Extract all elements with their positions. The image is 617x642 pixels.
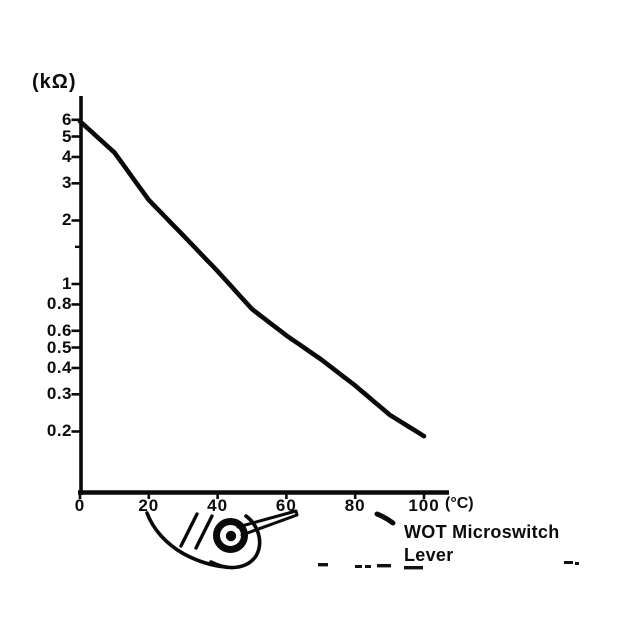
resistance-curve [77, 119, 427, 439]
y-axis-unit-label: (kΩ) [32, 71, 77, 93]
y-tick-label-3: 3 [62, 173, 72, 193]
y-tick-label-0.2: 0.2 [46, 421, 72, 441]
x-tick-label-40: 40 [207, 496, 229, 515]
x-tick-label-0: 0 [74, 496, 86, 515]
annotation-leader-mark [374, 511, 396, 526]
y-tick-label-0.6: 0.6 [46, 320, 72, 340]
x-tick-label-100: 100 [408, 496, 440, 515]
axis-lines [78, 96, 449, 495]
y-tick-label-6: 6 [62, 109, 72, 129]
y-tick-label-0.5: 0.5 [46, 337, 72, 357]
sketch-hatch-lines [179, 512, 214, 550]
y-tick-label-2: 2 [62, 210, 72, 230]
x-tick-label-20: 20 [138, 496, 160, 515]
y-tick-label-4: 4 [62, 146, 72, 166]
x-axis-unit-label: (°C) [445, 495, 474, 512]
resistance-curve-path [77, 119, 427, 439]
y-tick-label-5: 5 [62, 126, 72, 146]
axis-ticks [71, 118, 426, 499]
annotation-line1: WOT Microswitch [404, 522, 560, 542]
x-tick-label-60: 60 [275, 496, 297, 515]
y-tick-label-0.4: 0.4 [46, 357, 72, 377]
sketch-outer-arc [209, 514, 262, 570]
wot-microswitch-annotation: WOT Microswitch Lever [404, 521, 560, 567]
y-tick-label-0.3: 0.3 [46, 384, 72, 404]
annotation-line2: Lever [404, 545, 454, 565]
sketch-roller-hub [225, 530, 237, 542]
y-tick-label-1: 1 [62, 274, 72, 293]
scan-artifact-dashes [318, 561, 579, 570]
x-tick-label-80: 80 [344, 496, 366, 515]
microswitch-lever-sketch [145, 509, 299, 570]
sketch-lever-arm [236, 509, 299, 537]
y-tick-label-0.8: 0.8 [46, 294, 72, 314]
